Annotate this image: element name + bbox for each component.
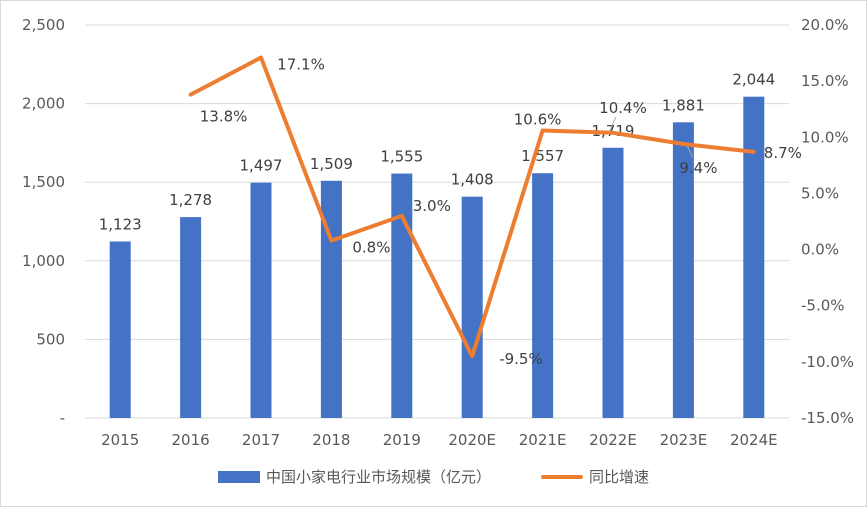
bar-value-label: 1,123 <box>99 215 142 233</box>
bar-value-label: 2,044 <box>732 71 775 89</box>
bar-value-label: 1,497 <box>240 157 283 175</box>
legend-label-line: 同比增速 <box>589 468 650 486</box>
y-right-tick-label: -15.0% <box>801 409 854 427</box>
y-right-tick-label: 10.0% <box>801 128 849 146</box>
x-tick-label: 2016 <box>172 431 210 449</box>
bar <box>672 122 694 419</box>
bar <box>532 173 554 418</box>
x-tick-label: 2019 <box>383 431 421 449</box>
legend: 中国小家电行业市场规模（亿元） 同比增速 <box>1 466 866 487</box>
y-left-tick-label: 1,000 <box>22 252 65 270</box>
legend-label-bar: 中国小家电行业市场规模（亿元） <box>265 468 491 486</box>
line-value-label: 10.6% <box>514 111 562 129</box>
legend-swatch-bar <box>217 470 260 483</box>
y-left-tick-label: 1,500 <box>22 173 65 191</box>
line-value-label: 8.7% <box>764 144 802 162</box>
bar <box>602 147 624 418</box>
line-value-label: 17.1% <box>277 56 325 74</box>
x-tick-label: 2023E <box>660 431 708 449</box>
bar <box>391 173 413 418</box>
line-value-label: 10.4% <box>599 99 647 117</box>
line-value-label: -9.5% <box>499 350 543 368</box>
bar-value-label: 1,881 <box>662 96 705 114</box>
x-tick-label: 2021E <box>519 431 567 449</box>
x-tick-label: 2015 <box>101 431 139 449</box>
x-tick-label: 2017 <box>242 431 280 449</box>
bar-value-label: 1,408 <box>451 171 494 189</box>
bar <box>250 182 272 418</box>
y-right-tick-label: 0.0% <box>801 241 839 259</box>
bar <box>109 241 131 418</box>
x-tick-label: 2020E <box>448 431 496 449</box>
y-left-tick-label: 500 <box>36 330 65 348</box>
legend-swatch-line <box>541 474 583 479</box>
bar <box>180 217 202 418</box>
bar-value-label: 1,557 <box>521 147 564 165</box>
growth-line <box>188 55 756 359</box>
y-right-tick-label: 15.0% <box>801 72 849 90</box>
y-left-tick-label: 2,000 <box>22 95 65 113</box>
line-value-label: 0.8% <box>352 239 390 257</box>
bar-value-label: 1,509 <box>310 155 353 173</box>
x-tick-label: 2024E <box>730 431 778 449</box>
bar-value-label: 1,278 <box>169 191 212 209</box>
bar-value-label: 1,555 <box>380 148 423 166</box>
label-leader-line <box>608 116 617 133</box>
bar <box>743 96 765 418</box>
legend-item-line: 同比增速 <box>541 466 649 487</box>
line-value-label: 13.8% <box>200 108 248 126</box>
y-right-tick-label: 5.0% <box>801 184 839 202</box>
combo-chart: - 500 1,000 1,500 2,000 2,500 -15.0% -10.0% -5.0… <box>22 16 854 449</box>
y-right-tick-label: -5.0% <box>801 297 845 315</box>
y-right-tick-label: 20.0% <box>801 16 849 34</box>
label-leader-line <box>686 145 693 158</box>
line-value-label: 3.0% <box>413 197 451 215</box>
bar <box>461 196 483 418</box>
line-value-label: 9.4% <box>679 159 717 177</box>
y-left-tick-label: - <box>60 409 65 427</box>
y-left-tick-label: 2,500 <box>22 16 65 34</box>
x-tick-label: 2018 <box>312 431 350 449</box>
legend-item-bar: 中国小家电行业市场规模（亿元） <box>217 466 491 487</box>
y-right-tick-label: -10.0% <box>801 353 854 371</box>
x-tick-label: 2022E <box>589 431 637 449</box>
